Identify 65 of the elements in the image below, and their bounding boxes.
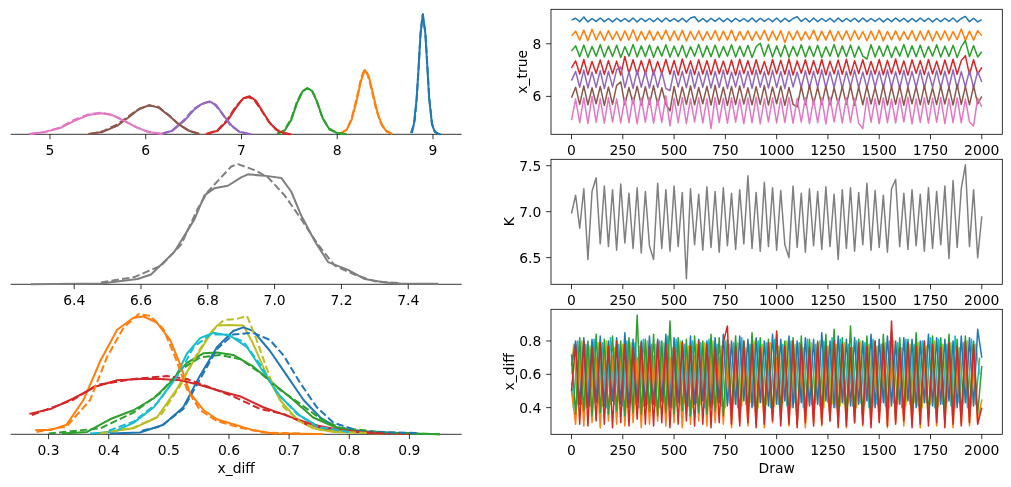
line-series [570, 95, 983, 130]
x-tick-label: 7.4 [397, 291, 420, 308]
y-tick-label: 0.8 [519, 332, 542, 349]
x-tick-label: 1000 [758, 291, 795, 308]
line-series [570, 81, 983, 112]
x-tick-label: 1000 [758, 141, 795, 158]
x-tick-label: 6.8 [196, 291, 219, 308]
x-tick-label: 750 [712, 291, 739, 308]
x-tick-label: 0.6 [217, 441, 241, 458]
y-axis-title: x_diff [500, 352, 517, 391]
line-series [570, 164, 983, 280]
x-tick-label: 500 [660, 441, 688, 458]
x-axis-title: x_diff [217, 459, 256, 476]
x-tick-label: 2000 [964, 291, 1000, 308]
x-tick-label: 1000 [758, 441, 795, 458]
y-tick-label: 0.6 [519, 366, 542, 383]
x-tick-label: 7.0 [263, 291, 286, 308]
x-tick-label: 750 [712, 441, 739, 458]
x-tick-label: 0.3 [37, 441, 60, 458]
x-tick-label: 0.8 [338, 441, 361, 458]
y-tick-label: 7.5 [519, 157, 542, 174]
y-tick-label: 6.5 [519, 249, 542, 266]
x-tick-label: 0 [567, 441, 576, 458]
x-tick-label: 5 [45, 141, 55, 158]
x-tick-label: 1250 [810, 141, 846, 158]
x-tick-label: 0 [567, 291, 576, 308]
x-tick-label: 7.2 [330, 291, 353, 308]
line-series [570, 39, 983, 60]
x-axis-title: Draw [758, 459, 795, 476]
y-tick-label: 0.4 [519, 399, 542, 416]
line-series [570, 66, 983, 92]
x-tick-label: 1500 [861, 441, 897, 458]
x-tick-label: 2000 [964, 441, 1000, 458]
x-tick-label: 250 [609, 441, 637, 458]
x-tick-label: 8 [332, 141, 342, 158]
x-tick-label: 0.4 [97, 441, 120, 458]
x-tick-label: 1250 [810, 291, 846, 308]
y-axis-title: x_true [513, 49, 530, 94]
line-series [570, 54, 983, 76]
x-tick-label: 6.4 [63, 291, 86, 308]
y-tick-label: 7.0 [519, 203, 542, 220]
x-tick-label: 0 [567, 141, 576, 158]
x-tick-label: 9 [428, 141, 438, 158]
x-tick-label: 250 [609, 141, 637, 158]
y-tick-label: 8 [532, 35, 542, 52]
x-tick-label: 1750 [912, 291, 949, 308]
x-tick-label: 500 [660, 141, 688, 158]
x-tick-label: 2000 [964, 141, 1000, 158]
line-series [570, 28, 983, 44]
x-tick-label: 1500 [861, 141, 897, 158]
x-tick-label: 1500 [861, 291, 897, 308]
y-axis-title: K [500, 216, 517, 227]
x-tick-label: 6.6 [129, 291, 153, 308]
x-tick-label: 750 [712, 141, 739, 158]
x-tick-label: 1750 [912, 141, 949, 158]
x-tick-label: 500 [660, 291, 688, 308]
x-tick-label: 0.9 [398, 441, 421, 458]
y-tick-label: 6 [532, 88, 542, 105]
x-tick-label: 1750 [912, 441, 949, 458]
x-tick-label: 7 [237, 141, 246, 158]
x-tick-label: 0.5 [157, 441, 180, 458]
x-tick-label: 6 [141, 141, 151, 158]
x-tick-label: 0.7 [278, 441, 301, 458]
x-tick-label: 1250 [810, 441, 846, 458]
x-tick-label: 250 [609, 291, 637, 308]
